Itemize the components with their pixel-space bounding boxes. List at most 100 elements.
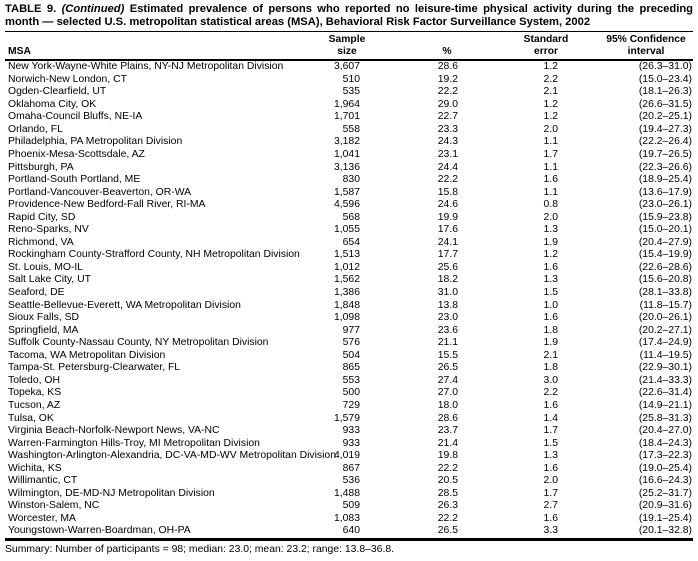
- cell-percent: 31.0: [437, 287, 458, 299]
- cell-standard-error: 2.1: [543, 86, 558, 98]
- cell-standard-error: 1.5: [543, 437, 558, 449]
- table-row: St. Louis, MO-IL 1,012 25.6 1.6 (22.6–28.6): [5, 262, 693, 275]
- summary-line: Summary: Number of participants = 98; me…: [5, 543, 395, 555]
- table-row: Tulsa, OK 1,579 28.6 1.4 (25.8–31.3): [5, 413, 693, 426]
- cell-standard-error: 2.0: [543, 211, 558, 223]
- cell-confidence-interval: (13.6–17.9): [638, 186, 692, 198]
- cell-standard-error: 2.1: [543, 349, 558, 361]
- cell-percent: 25.6: [437, 261, 458, 273]
- cell-msa: Springfield, MA: [8, 324, 79, 336]
- cell-msa: Norwich-New London, CT: [8, 73, 127, 85]
- table-row: Salt Lake City, UT 1,562 18.2 1.3 (15.6–20.8…: [5, 274, 693, 287]
- cell-standard-error: 1.2: [543, 61, 558, 73]
- table-row: Philadelphia, PA Metropolitan Division 3,…: [5, 136, 693, 149]
- table-row: Phoenix-Mesa-Scottsdale, AZ 1,041 23.1 1.7 (…: [5, 149, 693, 162]
- cell-confidence-interval: (14.9–21.1): [638, 399, 692, 411]
- cell-sample-size: 504: [342, 349, 360, 361]
- col-header-standard-error: Standard error: [493, 32, 599, 62]
- cell-percent: 24.1: [437, 236, 458, 248]
- table-row: Wilmington, DE-MD-NJ Metropolitan Divisi…: [5, 488, 693, 501]
- cell-sample-size: 1,083: [333, 512, 360, 524]
- cell-percent: 18.0: [437, 399, 458, 411]
- cell-standard-error: 1.8: [543, 362, 558, 374]
- cell-standard-error: 1.9: [543, 236, 558, 248]
- cell-msa: Rockingham County-Strafford County, NH M…: [8, 249, 300, 261]
- cell-standard-error: 2.0: [543, 123, 558, 135]
- cell-msa: Rapid City, SD: [8, 211, 76, 223]
- cell-percent: 19.8: [437, 450, 458, 462]
- table-title: TABLE 9. (Continued) Estimated prevalenc…: [5, 3, 693, 32]
- cell-sample-size: 558: [342, 123, 360, 135]
- col-header-sample-size: Sample size: [293, 32, 401, 62]
- cell-confidence-interval: (18.1–26.3): [638, 86, 692, 98]
- table-row: Suffolk County-Nassau County, NY Metropo…: [5, 337, 693, 350]
- table-row: Youngstown-Warren-Boardman, OH-PA 640 26.5…: [5, 525, 693, 539]
- cell-sample-size: 1,055: [333, 224, 360, 236]
- cell-confidence-interval: (26.6–31.5): [638, 98, 692, 110]
- cell-msa: Oklahoma City, OK: [8, 98, 97, 110]
- cell-sample-size: 933: [342, 425, 360, 437]
- table-row: Tacoma, WA Metropolitan Division 504 15.5 2…: [5, 350, 693, 363]
- cell-standard-error: 2.0: [543, 475, 558, 487]
- cell-confidence-interval: (11.4–19.5): [639, 349, 692, 361]
- cell-sample-size: 933: [342, 437, 360, 449]
- cell-percent: 28.6: [437, 412, 458, 424]
- table-row: Richmond, VA 654 24.1 1.9 (20.4–27.9): [5, 237, 693, 250]
- cell-confidence-interval: (28.1–33.8): [638, 287, 692, 299]
- cell-sample-size: 535: [342, 86, 360, 98]
- cell-sample-size: 1,386: [333, 287, 360, 299]
- cell-standard-error: 1.7: [543, 487, 558, 499]
- cell-sample-size: 1,513: [333, 249, 360, 261]
- cell-percent: 24.3: [437, 136, 458, 148]
- cell-standard-error: 1.1: [543, 186, 558, 198]
- cell-confidence-interval: (18.9–25.4): [638, 174, 692, 186]
- cell-standard-error: 2.7: [543, 500, 558, 512]
- cell-msa: Reno-Sparks, NV: [8, 224, 89, 236]
- cell-sample-size: 1,848: [333, 299, 360, 311]
- cell-sample-size: 1,041: [333, 149, 360, 161]
- cell-sample-size: 4,596: [333, 199, 360, 211]
- cell-msa: Wilmington, DE-MD-NJ Metropolitan Divisi…: [8, 487, 215, 499]
- cell-sample-size: 1,098: [333, 312, 360, 324]
- cell-percent: 19.2: [437, 73, 458, 85]
- cell-standard-error: 1.3: [543, 224, 558, 236]
- cell-msa: Sioux Falls, SD: [8, 312, 80, 324]
- cell-confidence-interval: (22.2–26.4): [638, 136, 692, 148]
- cell-msa: Portland-Vancouver-Beaverton, OR-WA: [8, 186, 192, 198]
- table-row: Rockingham County-Strafford County, NH M…: [5, 249, 693, 262]
- cell-percent: 22.2: [437, 512, 458, 524]
- cell-msa: Portland-South Portland, ME: [8, 174, 141, 186]
- prevalence-table: MSA Sample size % Standard error 95% Confi…: [5, 32, 693, 541]
- table-row: Omaha-Council Bluffs, NE-IA 1,701 22.7 1.2 (…: [5, 111, 693, 124]
- cell-confidence-interval: (17.4–24.9): [638, 337, 692, 349]
- table-row: Wichita, KS 867 22.2 1.6 (19.0–25.4): [5, 463, 693, 476]
- cell-confidence-interval: (18.4–24.3): [638, 437, 692, 449]
- table-title-prefix: TABLE 9.: [5, 3, 62, 15]
- cell-standard-error: 1.6: [543, 462, 558, 474]
- col-header-sample-line1: Sample: [328, 34, 366, 45]
- cell-standard-error: 1.5: [543, 287, 558, 299]
- cell-percent: 21.4: [437, 437, 458, 449]
- cell-percent: 20.5: [437, 475, 458, 487]
- cell-sample-size: 1,587: [333, 186, 360, 198]
- cell-msa: Tucson, AZ: [8, 399, 61, 411]
- table-row: Providence-New Bedford-Fall River, RI-MA…: [5, 199, 693, 212]
- table-body: New York-Wayne-White Plains, NY-NJ Metro…: [5, 60, 693, 540]
- cell-confidence-interval: (22.6–31.4): [638, 387, 692, 399]
- table-row: Rapid City, SD 568 19.9 2.0 (15.9–23.8): [5, 212, 693, 225]
- cell-percent: 22.7: [437, 111, 458, 123]
- cell-percent: 27.0: [437, 387, 458, 399]
- cell-percent: 21.1: [437, 337, 458, 349]
- cell-confidence-interval: (15.9–23.8): [638, 211, 692, 223]
- cell-percent: 22.2: [437, 174, 458, 186]
- col-header-se-line1: Standard: [523, 34, 569, 45]
- cell-percent: 17.7: [437, 249, 458, 261]
- cell-percent: 26.5: [437, 525, 458, 537]
- table-row: Seattle-Bellevue-Everett, WA Metropolita…: [5, 300, 693, 313]
- table-row: New York-Wayne-White Plains, NY-NJ Metro…: [5, 60, 693, 74]
- table-row: Norwich-New London, CT 510 19.2 2.2 (15.0–23…: [5, 74, 693, 87]
- table-row: Tucson, AZ 729 18.0 1.6 (14.9–21.1): [5, 400, 693, 413]
- cell-standard-error: 3.0: [543, 374, 558, 386]
- cell-standard-error: 1.8: [543, 324, 558, 336]
